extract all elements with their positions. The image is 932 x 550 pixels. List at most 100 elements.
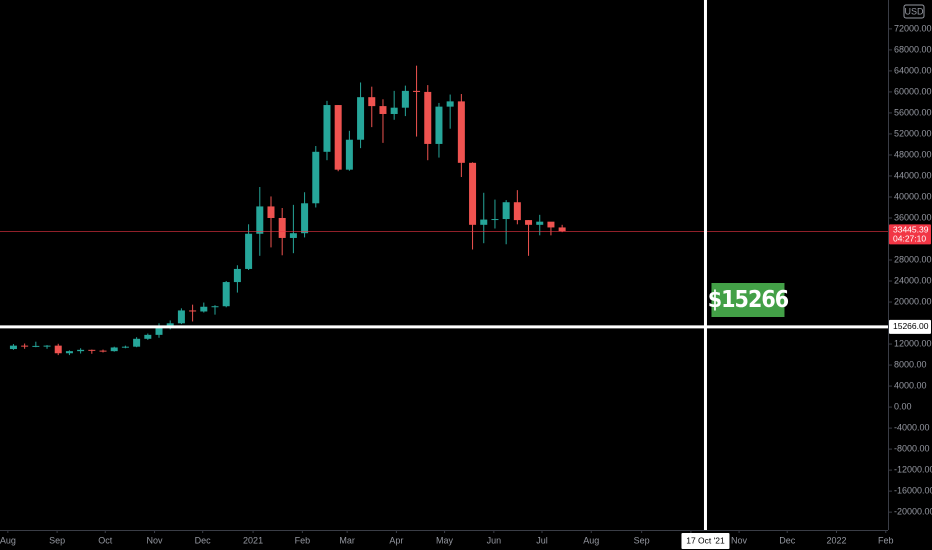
- candle-body: [558, 227, 566, 232]
- x-tick-label: Sep: [634, 535, 650, 545]
- last-price-label: 33445.39: [893, 225, 929, 235]
- candle-body: [256, 206, 264, 234]
- candle-body: [133, 338, 141, 347]
- x-tick-label: Mar: [339, 535, 355, 545]
- candle-body: [379, 106, 387, 114]
- x-tick-label: 2022: [826, 535, 846, 545]
- candle-body: [469, 162, 477, 225]
- candle-body: [88, 349, 96, 351]
- candle-body: [457, 101, 465, 163]
- candle-body: [267, 206, 275, 218]
- x-tick-label: Nov: [731, 535, 748, 545]
- y-tick-label: 56000.00: [894, 107, 932, 117]
- candle-body: [413, 90, 421, 92]
- hline-label: 15266.00: [893, 321, 929, 331]
- x-tick-label: Sep: [49, 535, 65, 545]
- x-tick-label: Feb: [295, 535, 311, 545]
- y-tick-label: 68000.00: [894, 44, 932, 54]
- candle-body: [323, 105, 331, 152]
- y-tick-label: 44000.00: [894, 170, 932, 180]
- candle-body: [9, 345, 17, 350]
- x-tick-label: Oct: [98, 535, 113, 545]
- y-tick-label: 64000.00: [894, 65, 932, 75]
- y-tick-label: 12000.00: [894, 338, 932, 348]
- currency[interactable]: USD: [904, 6, 924, 16]
- x-tick-label: Nov: [147, 535, 164, 545]
- candle-body: [177, 310, 185, 324]
- countdown-label: 04:27:10: [893, 234, 926, 244]
- candle-body: [289, 233, 297, 238]
- candle-body: [525, 220, 533, 225]
- y-tick-label: 24000.00: [894, 275, 932, 285]
- candle-body: [43, 345, 51, 347]
- candle-body: [233, 268, 241, 283]
- x-tick-label: May: [436, 535, 454, 545]
- candle-body: [222, 282, 230, 307]
- x-tick-label: Dec: [195, 535, 212, 545]
- hline-tag: [889, 319, 931, 334]
- candle-body: [368, 97, 376, 107]
- candle-body: [21, 345, 29, 347]
- candle-body: [312, 151, 320, 204]
- y-tick-label: 28000.00: [894, 254, 932, 264]
- candle-body: [401, 90, 409, 108]
- x-tick-label: Feb: [878, 535, 894, 545]
- candle-body: [110, 347, 118, 352]
- x-tick-label: Aug: [583, 535, 599, 545]
- y-tick-label: -4000.00: [894, 422, 930, 432]
- currency-box[interactable]: [903, 4, 925, 19]
- candle-body: [357, 97, 365, 140]
- candle-body: [390, 107, 398, 114]
- y-tick-label: -8000.00: [894, 443, 930, 453]
- candle-body: [32, 345, 40, 347]
- annotation-box: [711, 283, 785, 317]
- vline-tag: [681, 533, 730, 549]
- y-tick-label: 36000.00: [894, 212, 932, 222]
- y-tick-label: 72000.00: [894, 23, 932, 33]
- candle-body: [144, 334, 152, 339]
- candle-body: [155, 325, 163, 335]
- annotation-text: $15266: [708, 287, 789, 313]
- x-tick-label: Jul: [536, 535, 548, 545]
- y-tick-label: 60000.00: [894, 86, 932, 96]
- y-tick-label: 4000.00: [894, 380, 927, 390]
- candle-body: [99, 350, 107, 352]
- x-tick-label: 2021: [243, 535, 263, 545]
- candle-body: [200, 306, 208, 312]
- candle-body: [65, 351, 73, 354]
- y-tick-label: -12000.00: [894, 464, 932, 474]
- y-tick-label: 40000.00: [894, 191, 932, 201]
- candle-body: [301, 203, 309, 234]
- candle-body: [211, 306, 219, 308]
- y-tick-label: 20000.00: [894, 296, 932, 306]
- y-tick-label: 52000.00: [894, 128, 932, 138]
- candle-body: [345, 139, 353, 170]
- candle-body: [334, 105, 342, 170]
- x-tick-label: Jun: [487, 535, 502, 545]
- last-price-tag: [889, 224, 931, 245]
- y-tick-label: -16000.00: [894, 486, 932, 496]
- candle-body: [278, 217, 286, 238]
- vline-label: 17 Oct '21: [686, 535, 725, 545]
- candle-body: [491, 219, 499, 221]
- y-tick-label: 48000.00: [894, 149, 932, 159]
- candle-body: [54, 345, 62, 354]
- candle-body: [77, 349, 85, 352]
- candle-body: [189, 310, 197, 312]
- candle-body: [121, 346, 129, 348]
- candle-body: [502, 202, 510, 220]
- y-tick-label: 0.00: [894, 401, 912, 411]
- x-tick-label: Dec: [779, 535, 796, 545]
- candle-body: [446, 101, 454, 107]
- candle-body: [424, 91, 432, 144]
- x-tick-label: Aug: [0, 535, 16, 545]
- candle-body: [480, 219, 488, 225]
- candle-body: [166, 323, 174, 326]
- candle-body: [547, 221, 555, 228]
- y-tick-label: 8000.00: [894, 359, 927, 369]
- candle-body: [536, 221, 544, 225]
- candle-body: [245, 233, 253, 269]
- candle-body: [435, 106, 443, 144]
- y-tick-label: -20000.00: [894, 507, 932, 517]
